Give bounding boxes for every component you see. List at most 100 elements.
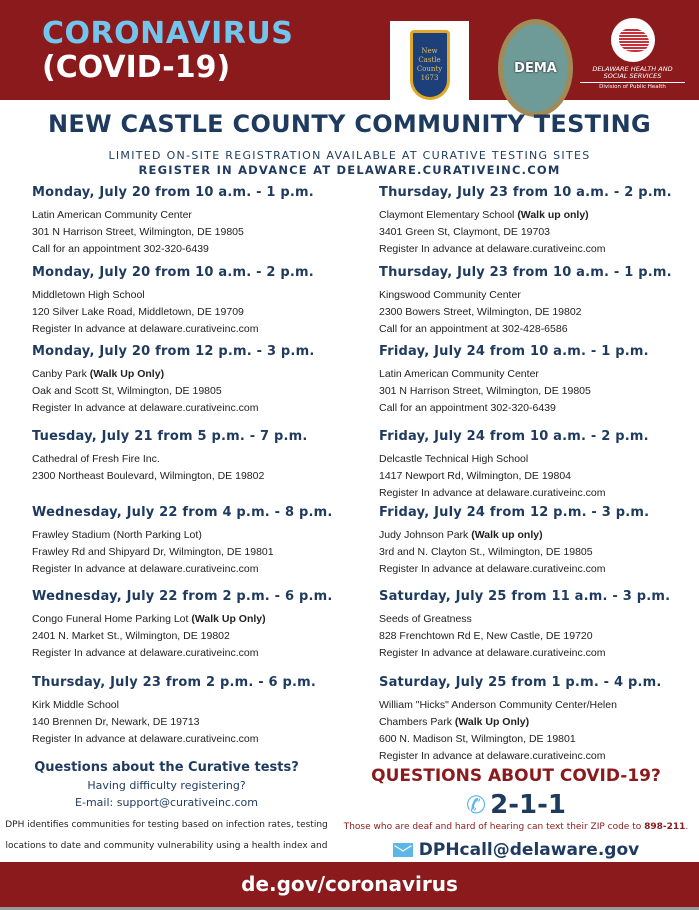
site-detail-text: Call for an appointment at 302-428-6586 xyxy=(379,323,568,335)
testing-site-entry: Wednesday, July 22 from 4 p.m. - 8 p.m. F… xyxy=(32,505,352,578)
phone-icon: ✆ xyxy=(466,791,487,819)
testing-site-entry: Thursday, July 23 from 10 a.m. - 2 p.m. C… xyxy=(379,185,699,258)
testing-site-entry: Thursday, July 23 from 10 a.m. - 1 p.m. K… xyxy=(379,265,699,338)
site-detail-text: Delcastle Technical High School xyxy=(379,453,529,465)
site-detail-text: Frawley Rd and Shipyard Dr, Wilmington, … xyxy=(32,546,274,558)
site-detail-line: 3rd and N. Clayton St., Wilmington, DE 1… xyxy=(379,544,699,561)
footer-url[interactable]: de.gov/coronavirus xyxy=(0,862,699,907)
site-detail-line: Call for an appointment at 302-428-6586 xyxy=(379,321,699,338)
site-detail-line: Chambers Park (Walk Up Only) xyxy=(379,714,699,731)
site-detail-line: 2300 Bowers Street, Wilmington, DE 19802 xyxy=(379,304,699,321)
site-detail-line: Kirk Middle School xyxy=(32,697,352,714)
site-detail-text: Congo Funeral Home Parking Lot xyxy=(32,613,192,625)
site-date-time: Monday, July 20 from 10 a.m. - 1 p.m. xyxy=(32,185,314,200)
site-detail-line: Register In advance at delaware.curative… xyxy=(379,645,699,662)
site-detail-line: 301 N Harrison Street, Wilmington, DE 19… xyxy=(32,224,352,241)
site-detail-line: Frawley Rd and Shipyard Dr, Wilmington, … xyxy=(32,544,352,561)
footer-divider xyxy=(0,907,699,910)
testing-site-entry: Saturday, July 25 from 1 p.m. - 4 p.m. Wi… xyxy=(379,675,699,765)
site-detail-line: 828 Frenchtown Rd E, New Castle, DE 1972… xyxy=(379,628,699,645)
site-detail-text: Frawley Stadium (North Parking Lot) xyxy=(32,529,202,541)
site-detail-line: William "Hicks" Anderson Community Cente… xyxy=(379,697,699,714)
site-detail-text: Register In advance at delaware.curative… xyxy=(32,402,259,414)
testing-site-entry: Saturday, July 25 from 11 a.m. - 3 p.m. S… xyxy=(379,589,699,662)
site-detail-text: William "Hicks" Anderson Community Cente… xyxy=(379,699,617,711)
site-detail-text: Register In advance at delaware.curative… xyxy=(32,647,259,659)
site-detail-line: Middletown High School xyxy=(32,287,352,304)
site-detail-text: Chambers Park xyxy=(379,716,455,728)
site-date-time: Thursday, July 23 from 2 p.m. - 6 p.m. xyxy=(32,675,317,690)
site-date-time: Monday, July 20 from 12 p.m. - 3 p.m. xyxy=(32,344,315,359)
site-detail-text: 600 N. Madison St, Wilmington, DE 19801 xyxy=(379,733,576,745)
walk-up-note: (Walk up only) xyxy=(471,529,543,541)
subtitle-registration: LIMITED ON-SITE REGISTRATION AVAILABLE A… xyxy=(108,149,591,162)
testing-site-entry: Friday, July 24 from 12 p.m. - 3 p.m. Jud… xyxy=(379,505,699,578)
site-detail-text: 140 Brennen Dr, Newark, DE 19713 xyxy=(32,716,200,728)
walk-up-note: (Walk Up Only) xyxy=(454,716,530,728)
site-date-time: Monday, July 20 from 10 a.m. - 2 p.m. xyxy=(32,265,314,280)
site-detail-text: 2300 Bowers Street, Wilmington, DE 19802 xyxy=(379,306,582,318)
site-detail-line: 600 N. Madison St, Wilmington, DE 19801 xyxy=(379,731,699,748)
testing-site-entry: Friday, July 24 from 10 a.m. - 2 p.m. Del… xyxy=(379,429,699,502)
curative-email[interactable]: E-mail: support@curativeinc.com xyxy=(75,796,258,809)
curative-questions: Questions about the Curative tests? Havi… xyxy=(0,760,333,878)
testing-site-entry: Friday, July 24 from 10 a.m. - 1 p.m. Lat… xyxy=(379,344,699,417)
covid-questions: QUESTIONS ABOUT COVID-19? ✆ 2-1-1 Those w… xyxy=(333,766,699,860)
curative-difficulty: Having difficulty registering? xyxy=(87,779,246,792)
page-title: NEW CASTLE COUNTY COMMUNITY TESTING xyxy=(48,110,651,138)
site-detail-line: Register In advance at delaware.curative… xyxy=(379,748,699,765)
testing-site-entry: Wednesday, July 22 from 2 p.m. - 6 p.m. C… xyxy=(32,589,352,662)
site-date-time: Friday, July 24 from 12 p.m. - 3 p.m. xyxy=(379,505,650,520)
site-detail-line: 140 Brennen Dr, Newark, DE 19713 xyxy=(32,714,352,731)
site-detail-line: Register In advance at delaware.curative… xyxy=(32,400,352,417)
site-detail-text: 3rd and N. Clayton St., Wilmington, DE 1… xyxy=(379,546,593,558)
site-detail-line: Call for an appointment 302-320-6439 xyxy=(32,241,352,258)
site-detail-text: Call for an appointment 302-320-6439 xyxy=(32,243,209,255)
site-detail-line: Delcastle Technical High School xyxy=(379,451,699,468)
testing-site-entry: Monday, July 20 from 10 a.m. - 1 p.m. Lat… xyxy=(32,185,352,258)
hotline-number[interactable]: 2-1-1 xyxy=(490,790,566,820)
site-detail-text: Register In advance at delaware.curative… xyxy=(32,563,259,575)
site-date-time: Thursday, July 23 from 10 a.m. - 2 p.m. xyxy=(379,185,672,200)
testing-site-entry: Monday, July 20 from 12 p.m. - 3 p.m. Can… xyxy=(32,344,352,417)
site-detail-line: Oak and Scott St, Wilmington, DE 19805 xyxy=(32,383,352,400)
covid-heading: QUESTIONS ABOUT COVID-19? xyxy=(371,766,661,786)
site-detail-text: Latin American Community Center xyxy=(379,368,539,380)
site-detail-line: Register In advance at delaware.curative… xyxy=(379,485,699,502)
site-detail-text: 120 Silver Lake Road, Middletown, DE 197… xyxy=(32,306,244,318)
site-detail-text: Register In advance at delaware.curative… xyxy=(379,647,606,659)
envelope-icon xyxy=(392,843,413,857)
site-detail-text: 2300 Northeast Boulevard, Wilmington, DE… xyxy=(32,470,265,482)
site-date-time: Wednesday, July 22 from 4 p.m. - 8 p.m. xyxy=(32,505,333,520)
site-detail-line: Register In advance at delaware.curative… xyxy=(32,561,352,578)
site-detail-text: Oak and Scott St, Wilmington, DE 19805 xyxy=(32,385,222,397)
site-detail-line: Latin American Community Center xyxy=(379,366,699,383)
site-detail-text: 301 N Harrison Street, Wilmington, DE 19… xyxy=(32,226,244,238)
site-detail-text: Latin American Community Center xyxy=(32,209,192,221)
site-detail-line: Call for an appointment 302-320-6439 xyxy=(379,400,699,417)
site-detail-line: Claymont Elementary School (Walk up only… xyxy=(379,207,699,224)
header-title-line2: (COVID-19) xyxy=(42,50,231,85)
new-castle-county-logo: New Castle County 1673 xyxy=(390,21,469,109)
subtitle-register-advance: REGISTER IN ADVANCE AT DELAWARE.CURATIVE… xyxy=(138,163,561,177)
header-title-line1: CORONAVIRUS xyxy=(42,16,294,51)
site-detail-line: Register In advance at delaware.curative… xyxy=(32,731,352,748)
site-detail-line: Judy Johnson Park (Walk up only) xyxy=(379,527,699,544)
dhss-logo: DELAWARE HEALTH AND SOCIAL SERVICES Divi… xyxy=(580,18,685,90)
site-detail-line: Seeds of Greatness xyxy=(379,611,699,628)
site-detail-line: Frawley Stadium (North Parking Lot) xyxy=(32,527,352,544)
site-detail-line: Register In advance at delaware.curative… xyxy=(379,241,699,258)
site-detail-text: Register In advance at delaware.curative… xyxy=(379,487,606,499)
curative-heading: Questions about the Curative tests? xyxy=(34,760,299,775)
site-date-time: Thursday, July 23 from 10 a.m. - 1 p.m. xyxy=(379,265,672,280)
site-detail-line: 1417 Newport Rd, Wilmington, DE 19804 xyxy=(379,468,699,485)
dph-email[interactable]: DPHcall@delaware.gov xyxy=(418,840,640,860)
site-date-time: Tuesday, July 21 from 5 p.m. - 7 p.m. xyxy=(32,429,308,444)
site-detail-line: Kingswood Community Center xyxy=(379,287,699,304)
site-date-time: Friday, July 24 from 10 a.m. - 1 p.m. xyxy=(379,344,649,359)
walk-up-note: (Walk up only) xyxy=(517,209,589,221)
site-detail-line: 2401 N. Market St., Wilmington, DE 19802 xyxy=(32,628,352,645)
deaf-text-info: Those who are deaf and hard of hearing c… xyxy=(343,822,689,832)
site-detail-text: Seeds of Greatness xyxy=(379,613,472,625)
site-detail-line: 301 N Harrison Street, Wilmington, DE 19… xyxy=(379,383,699,400)
